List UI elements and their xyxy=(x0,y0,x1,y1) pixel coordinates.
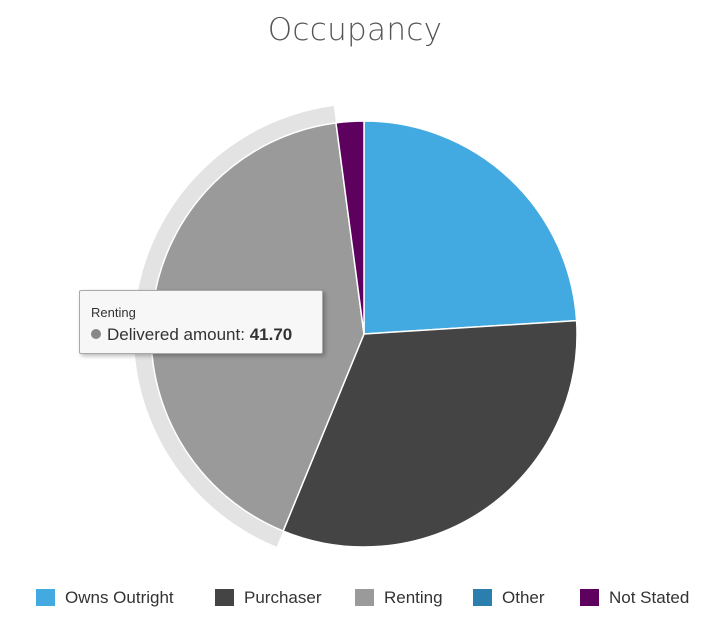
legend-swatch xyxy=(473,589,492,606)
tooltip-value: 41.70 xyxy=(249,325,293,344)
legend-swatch xyxy=(36,589,55,606)
tooltip-colon: : xyxy=(240,325,250,344)
chart-title: Occupancy xyxy=(267,12,443,48)
tooltip-label: Delivered amount xyxy=(107,325,241,344)
pie-slice-owns-outright[interactable] xyxy=(363,120,578,335)
legend-label: Renting xyxy=(384,588,443,607)
tooltip-row: Delivered amount: 41.70 xyxy=(91,325,312,345)
legend-label: Purchaser xyxy=(244,588,322,607)
tooltip-dot-icon xyxy=(91,329,101,339)
legend: Owns Outright Purchaser Renting Other Not St… xyxy=(0,586,710,612)
legend-label: Other xyxy=(502,588,545,607)
legend-label: Not Stated xyxy=(609,588,690,607)
legend-swatch xyxy=(580,589,599,606)
tooltip: Renting Delivered amount: 41.70 xyxy=(79,290,323,354)
legend-label: Owns Outright xyxy=(65,588,174,607)
pie-slice-purchaser[interactable] xyxy=(282,319,578,548)
tooltip-title: Renting xyxy=(91,305,136,320)
legend-swatch xyxy=(355,589,374,606)
legend-swatch xyxy=(215,589,234,606)
pie-slice-not-stated[interactable] xyxy=(335,120,365,335)
